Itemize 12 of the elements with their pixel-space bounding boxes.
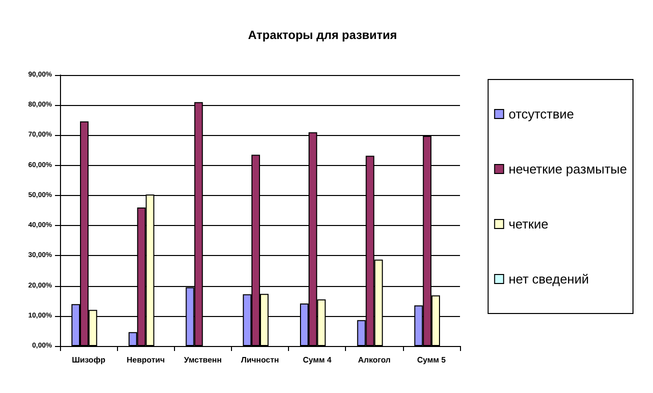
x-tick-label: Шизофр: [72, 356, 106, 364]
legend-label: нечеткие размытые: [508, 162, 628, 176]
legend-label: четкие: [508, 216, 548, 232]
x-tick-label: Сумм 4: [302, 356, 332, 364]
x-tick-label: Алкогол: [358, 356, 391, 364]
x-tick-label: Сумм 5: [417, 356, 446, 364]
chart-title: Атракторы для развития: [248, 28, 398, 42]
legend-label: отсутствие: [508, 106, 574, 122]
x-tick-label: Личностн: [241, 356, 280, 364]
legend-label: нет сведений: [508, 272, 589, 286]
x-tick-label: Умственн: [184, 356, 222, 364]
x-tick-label: Невротич: [126, 356, 166, 364]
